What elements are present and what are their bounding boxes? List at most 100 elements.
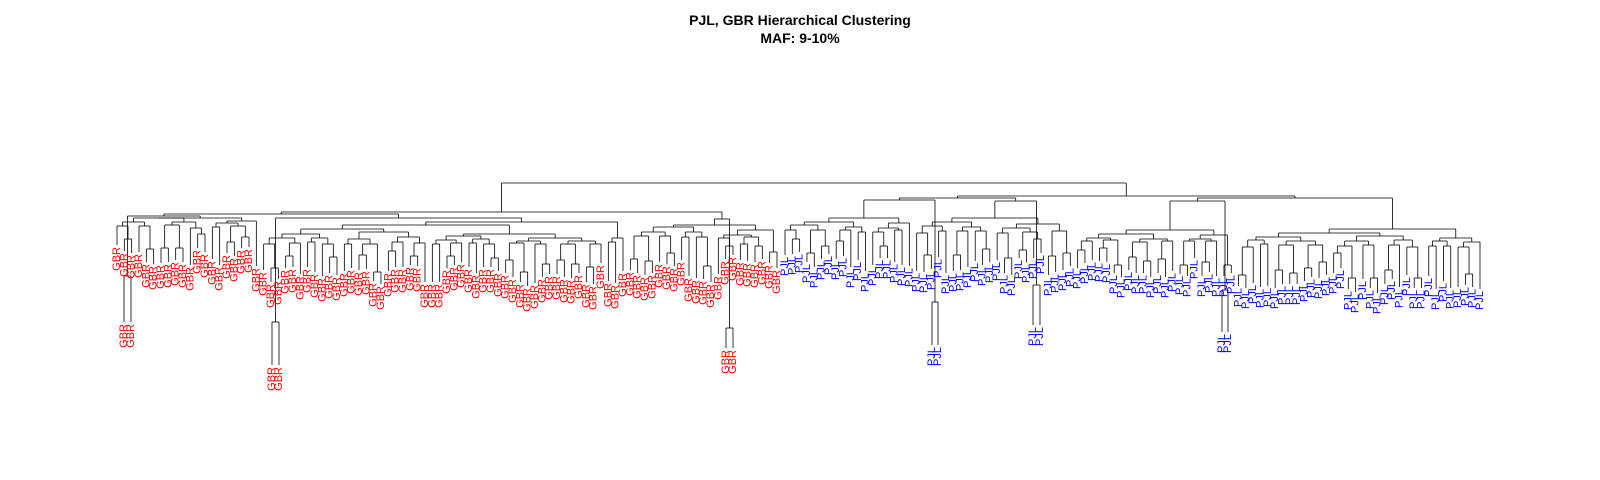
leaf-label-pjl: PJL [874, 260, 886, 279]
leaf-label-gbr: GBR [617, 273, 629, 297]
leaf-label-gbr: GBR [639, 277, 651, 301]
leaf-label-pjl: PJL [1167, 273, 1179, 292]
leaf-label-pjl: PJL [1262, 288, 1274, 307]
leaf-label-pjl: PJL [808, 269, 820, 288]
leaf-label-gbr: GBR [712, 276, 724, 300]
leaf-label-gbr: GBR [155, 265, 167, 289]
leaf-label-pjl: PJL [1459, 287, 1471, 306]
leaf-label-gbr: GBR [742, 263, 754, 287]
leaf-label-gbr: GBR [478, 269, 490, 293]
leaf-label-pjl: PJL [1408, 290, 1420, 309]
leaf-label-gbr: GBR [192, 250, 204, 274]
leaf-label-pjl: PJL [1181, 278, 1193, 297]
leaf-label-gbr: GBR [397, 269, 409, 293]
leaf-label-pjl: PJL [1057, 272, 1069, 291]
leaf-label-gbr: GBR [529, 285, 541, 309]
leaf-label-pjl: PJL [859, 273, 871, 292]
leaf-label-gbr: GBR [221, 255, 233, 279]
title-line-1: PJL, GBR Hierarchical Clustering [689, 12, 911, 28]
leaf-label-pjl: PJL [845, 269, 857, 288]
leaf-label-gbr: GBR [720, 261, 732, 285]
leaf-label-pjl: PJL [933, 259, 945, 278]
leaf-label-gbr: GBR [676, 262, 688, 286]
leaf-label-gbr: GBR [302, 269, 314, 293]
leaf-label-pjl: PJL [1415, 290, 1427, 309]
leaf-label-pjl: PJL [1320, 277, 1332, 296]
leaf-label-gbr: GBR [419, 284, 431, 308]
leaf-label-gbr: GBR [206, 261, 218, 285]
dendrogram-branches [116, 182, 1481, 365]
leaf-label-pjl: PJL [852, 262, 864, 281]
leaf-label-gbr: GBR [720, 350, 732, 374]
leaf-label-pjl: PJL [1006, 277, 1018, 296]
leaf-label-gbr: GBR [698, 281, 710, 305]
leaf-label-pjl: PJL [947, 273, 959, 292]
leaf-label-pjl: PJL [1027, 327, 1039, 346]
leaf-label-pjl: PJL [926, 347, 938, 366]
leaf-label-gbr: GBR [448, 267, 460, 291]
leaf-label-gbr: GBR [265, 284, 277, 308]
leaf-label-gbr: GBR [610, 285, 622, 309]
leaf-label-pjl: PJL [1035, 255, 1047, 274]
leaf-label-gbr: GBR [441, 270, 453, 294]
leaf-label-pjl: PJL [955, 272, 967, 291]
leaf-label-gbr: GBR [456, 264, 468, 288]
leaf-label-pjl: PJL [1474, 291, 1486, 310]
leaf-label-pjl: PJL [1064, 268, 1076, 287]
leaf-label-pjl: PJL [816, 261, 828, 280]
leaf-label-gbr: GBR [360, 271, 372, 295]
leaf-label-gbr: GBR [258, 272, 270, 296]
leaf-label-gbr: GBR [273, 367, 285, 391]
leaf-label-pjl: PJL [1240, 290, 1252, 309]
leaf-label-pjl: PJL [1203, 274, 1215, 293]
leaf-label-gbr: GBR [727, 257, 739, 281]
leaf-label-gbr: GBR [485, 269, 497, 293]
leaf-label-gbr: GBR [654, 264, 666, 288]
leaf-label-gbr: GBR [756, 261, 768, 285]
leaf-label-gbr: GBR [404, 267, 416, 291]
leaf-label-gbr: GBR [668, 268, 680, 292]
leaf-label-pjl: PJL [1372, 295, 1384, 314]
leaf-label-pjl: PJL [1028, 260, 1040, 279]
leaf-label-pjl: PJL [1467, 289, 1479, 308]
leaf-label-pjl: PJL [830, 261, 842, 280]
leaf-label-pjl: PJL [1013, 260, 1025, 279]
leaf-label-pjl: PJL [1233, 288, 1245, 307]
leaf-label-gbr: GBR [250, 268, 262, 292]
leaf-label-gbr: GBR [331, 277, 343, 301]
leaf-label-pjl: PJL [998, 275, 1010, 294]
leaf-label-gbr: GBR [749, 264, 761, 288]
leaf-label-pjl: PJL [1291, 286, 1303, 305]
leaf-label-gbr: GBR [199, 254, 211, 278]
leaf-label-pjl: PJL [786, 256, 798, 275]
leaf-label-pjl: PJL [1342, 291, 1354, 310]
leaf-label-gbr: GBR [309, 274, 321, 298]
leaf-label-gbr: GBR [125, 324, 137, 348]
leaf-label-pjl: PJL [1430, 291, 1442, 310]
leaf-label-pjl: PJL [1276, 286, 1288, 305]
leaf-label-pjl: PJL [1445, 290, 1457, 309]
leaf-label-pjl: PJL [1269, 290, 1281, 309]
leaf-label-pjl: PJL [1328, 275, 1340, 294]
leaf-label-gbr: GBR [646, 275, 658, 299]
leaf-label-gbr: GBR [162, 264, 174, 288]
leaf-label-pjl: PJL [1152, 275, 1164, 294]
leaf-label-pjl: PJL [911, 273, 923, 292]
leaf-label-gbr: GBR [382, 273, 394, 297]
leaf-label-pjl: PJL [794, 254, 806, 273]
leaf-label-pjl: PJL [918, 274, 930, 293]
leaf-label-pjl: PJL [1108, 275, 1120, 294]
plot-title: PJL, GBR Hierarchical Clustering MAF: 9-… [0, 11, 1600, 47]
leaf-label-gbr: GBR [771, 270, 783, 294]
leaf-label-gbr: GBR [588, 286, 600, 310]
leaf-label-pjl: PJL [1079, 265, 1091, 284]
leaf-label-gbr: GBR [463, 269, 475, 293]
leaf-label-pjl: PJL [1350, 294, 1362, 313]
leaf-label-pjl: PJL [1335, 270, 1347, 289]
leaf-label-pjl: PJL [1020, 264, 1032, 283]
leaf-label-pjl: PJL [1437, 283, 1449, 302]
leaf-label-gbr: GBR [514, 284, 526, 308]
leaf-label-gbr: GBR [118, 324, 130, 348]
leaf-label-gbr: GBR [324, 275, 336, 299]
title-line-2: MAF: 9-10% [760, 30, 840, 46]
